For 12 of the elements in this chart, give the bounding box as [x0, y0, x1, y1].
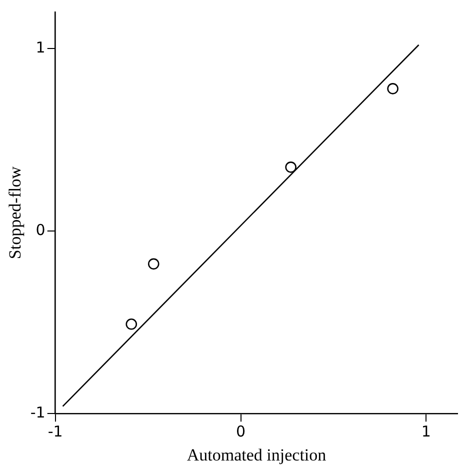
- x-tick-label: 1: [421, 422, 431, 440]
- point: [126, 318, 138, 330]
- point: [387, 83, 398, 94]
- point: [148, 258, 160, 270]
- x-tick-label: 0: [236, 422, 246, 440]
- y-tick-label: -1: [30, 403, 46, 422]
- point: [285, 162, 296, 173]
- x-axis-title: Automated injection: [186, 445, 327, 464]
- y-axis-title: Stopped-flow: [6, 166, 25, 260]
- y-tick-label: 1: [36, 38, 46, 56]
- y-tick-label: 0: [36, 220, 46, 239]
- x-tick-label: -1: [48, 422, 63, 440]
